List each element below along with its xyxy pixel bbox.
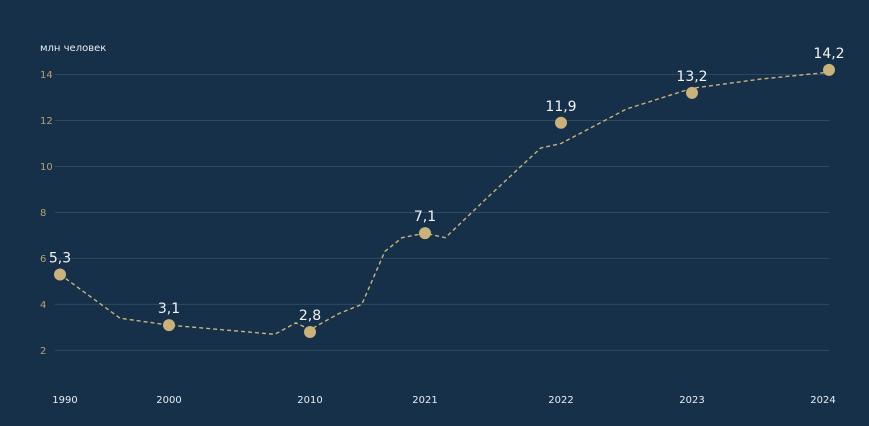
series-line-group [59, 71, 830, 335]
data-labels: 5,3 3,1 2,8 7,1 11,9 13,2 14,2 [49, 46, 845, 324]
data-label-1990: 5,3 [49, 251, 71, 267]
y-tick-label-10: 10 [40, 162, 53, 173]
data-point-2022 [555, 116, 567, 129]
data-label-2022: 11,9 [545, 99, 576, 115]
data-point-2024 [823, 63, 835, 76]
series-line [59, 71, 830, 335]
x-tick-label-2024: 2024 [810, 395, 835, 406]
x-tick-label-2010: 2010 [297, 395, 322, 406]
y-tick-label-6: 6 [40, 254, 46, 265]
data-label-2021: 7,1 [414, 209, 436, 225]
data-markers [54, 63, 835, 339]
data-point-2023 [686, 86, 698, 99]
data-point-1990 [54, 268, 66, 281]
data-label-2024: 14,2 [813, 46, 844, 62]
x-tick-label-2021: 2021 [412, 395, 437, 406]
y-tick-label-2: 2 [40, 346, 46, 357]
y-tick-label-4: 4 [40, 300, 46, 311]
data-label-2010: 2,8 [299, 308, 321, 324]
x-tick-label-1990: 1990 [52, 395, 77, 406]
y-tick-label-12: 12 [40, 116, 53, 127]
data-point-2010 [304, 326, 316, 339]
data-point-2021 [419, 227, 431, 240]
data-label-2000: 3,1 [158, 301, 180, 317]
gridlines [55, 73, 829, 351]
x-axis-ticks: 1990 2000 2010 2021 2022 2023 2024 [52, 395, 835, 406]
x-tick-label-2023: 2023 [679, 395, 704, 406]
y-tick-label-8: 8 [40, 208, 46, 219]
x-tick-label-2022: 2022 [548, 395, 573, 406]
y-axis-unit-label: млн человек [40, 43, 106, 54]
data-point-2000 [163, 319, 175, 332]
y-axis-ticks: 2 4 6 8 10 12 14 [40, 70, 53, 357]
x-tick-label-2000: 2000 [156, 395, 181, 406]
data-label-2023: 13,2 [676, 69, 707, 85]
y-tick-label-14: 14 [40, 70, 53, 81]
